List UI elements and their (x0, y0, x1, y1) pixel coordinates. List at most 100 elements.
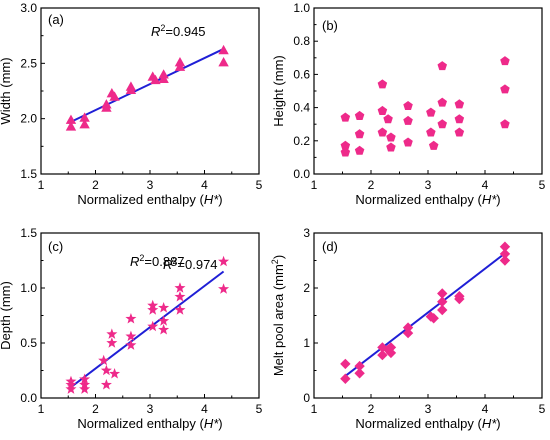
data-point (499, 255, 511, 266)
y-tick-label: 2.5 (20, 56, 37, 70)
data-point (377, 105, 388, 115)
data-point (106, 337, 118, 348)
r2-value: =0.945 (165, 24, 205, 39)
fit-line (341, 252, 506, 379)
data-point (340, 373, 351, 384)
data-point (426, 127, 436, 137)
y-axis-label-sup: 2 (270, 259, 280, 264)
x-tick-label: 3 (425, 402, 432, 416)
x-axis-label-main: Normalized enthalpy ( (355, 416, 482, 431)
data-point (65, 114, 77, 124)
data-point (340, 147, 351, 157)
data-point (437, 97, 448, 107)
y-tick-label: 0.0 (293, 167, 310, 181)
y-axis-label: Depth (mm) (0, 281, 13, 350)
data-point (403, 100, 413, 110)
x-tick-label: 5 (256, 178, 263, 192)
x-tick-label: 2 (92, 178, 99, 192)
data-point (454, 293, 465, 305)
data-point (437, 296, 448, 307)
y-tick-label: 0.6 (293, 67, 310, 81)
data-point (100, 364, 112, 376)
data-point (403, 137, 413, 147)
r2-annotation: R2=0.974 (163, 256, 218, 272)
x-tick-label: 2 (368, 402, 375, 416)
y-axis-label-close: ) (271, 255, 286, 259)
r2-superscript: 2 (160, 23, 165, 33)
y-axis-label-text: Depth (mm) (0, 281, 13, 350)
axes-frame (40, 7, 260, 175)
data-point (454, 99, 465, 109)
data-point (402, 322, 414, 333)
data-point (79, 373, 91, 384)
data-point (428, 140, 439, 150)
x-axis-label-close: ) (496, 416, 500, 431)
panel-a: 1 2 3 4 5 1.5 2.0 2.5 3.0 Normalized enthalpy (H*… (0, 1, 263, 207)
data-point (106, 328, 118, 339)
x-axis-label-main: Normalized enthalpy ( (77, 192, 204, 207)
x-axis-label-var: H* (204, 416, 219, 431)
x-tick-label: 3 (147, 178, 154, 192)
y-tick-label: 0.4 (293, 101, 310, 115)
y-axis-label: Melt pool area (mm2) (270, 255, 286, 376)
y-tick-label: 2.0 (20, 112, 37, 126)
x-axis-label: Normalized enthalpy (H*) (355, 192, 500, 207)
data-point (386, 142, 396, 152)
data-point (454, 127, 465, 137)
data-point (499, 241, 511, 252)
y-tick-label: 3.0 (20, 1, 37, 15)
x-tick-label: 3 (147, 402, 154, 416)
data-point (437, 119, 448, 129)
data-point (218, 283, 230, 294)
r2-value: =0.887 (144, 254, 184, 269)
x-tick-label: 4 (482, 178, 489, 192)
y-tick-label: 1.5 (20, 167, 37, 181)
panel-label: (c) (48, 239, 63, 254)
y-axis-label-main: Melt pool area (mm (271, 264, 286, 376)
data-point (158, 302, 170, 313)
data-point (426, 107, 436, 117)
r2-symbol: R (163, 257, 172, 272)
x-tick-label: 4 (201, 178, 208, 192)
x-tick-label: 5 (256, 402, 263, 416)
r2-symbol: R (151, 24, 160, 39)
data-point (218, 255, 230, 267)
r2-value: =0.974 (177, 257, 217, 272)
data-point (340, 140, 351, 150)
data-point (150, 74, 161, 85)
data-point (354, 368, 365, 379)
y-tick-label: 2 (303, 281, 310, 295)
y-axis-label-text: Width (mm) (0, 57, 13, 124)
y-tick-label: 0.0 (20, 391, 37, 405)
r2-symbol: R (130, 254, 139, 269)
panel-b: 1 2 3 4 5 0.0 0.2 0.4 0.6 0.8 1.0 Normalized enthal… (271, 1, 546, 207)
x-axis-label: Normalized enthalpy (H*) (77, 416, 222, 431)
y-tick-label: 0.5 (20, 336, 37, 350)
data-point (402, 327, 414, 339)
data-point (500, 56, 510, 66)
x-tick-label: 1 (311, 402, 318, 416)
data-point (454, 114, 465, 124)
data-point (377, 349, 388, 361)
data-point (147, 304, 159, 315)
panel-label: (b) (322, 18, 338, 33)
y-tick-label: 0.8 (293, 34, 310, 48)
data-point (218, 57, 229, 67)
data-point (174, 282, 186, 293)
data-point (499, 248, 511, 260)
y-tick-label: 3 (303, 226, 310, 240)
data-point (125, 330, 137, 342)
x-tick-label: 2 (368, 178, 375, 192)
data-point (79, 112, 90, 122)
data-point (403, 115, 413, 125)
data-point (340, 112, 351, 122)
r2-annotation: R2=0.887 (130, 253, 185, 269)
panel-label: (a) (48, 12, 64, 27)
y-tick-label: 1 (303, 336, 310, 350)
panel-label: (d) (322, 239, 338, 254)
x-axis-label-close: ) (218, 416, 222, 431)
data-point (79, 383, 91, 394)
data-point (158, 73, 169, 83)
